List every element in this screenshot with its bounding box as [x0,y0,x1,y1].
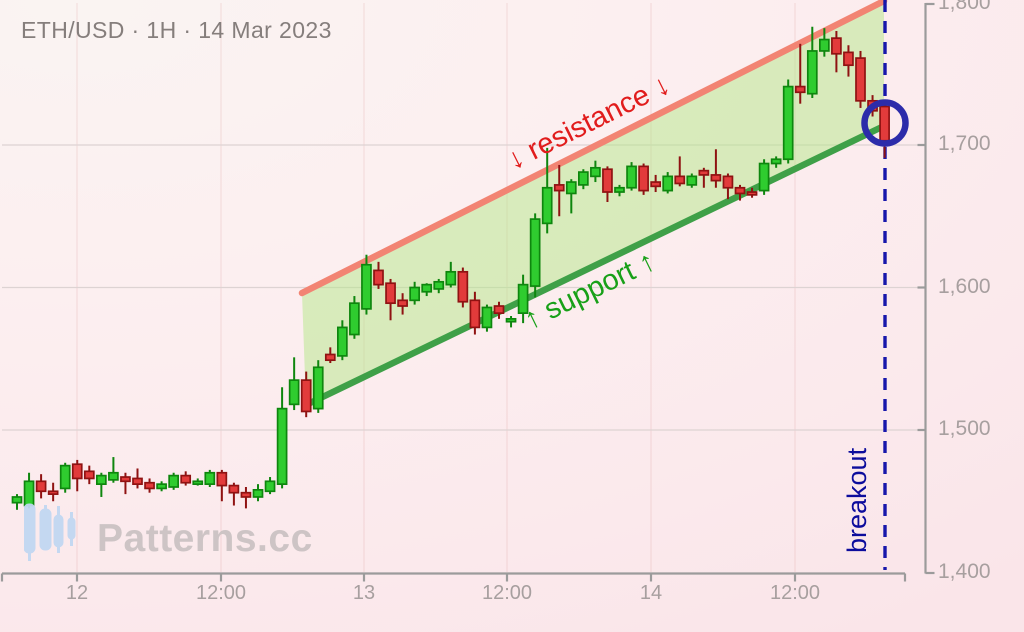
patterns-logo-icon [24,503,76,561]
candle-down [71,463,83,480]
candle-up [565,181,577,195]
x-tick-label: 12:00 [769,582,821,604]
candle-down [722,175,734,189]
candle-up [156,483,167,490]
candle-down [674,175,686,185]
y-tick-label: 1,400 [938,560,991,584]
candle-up [445,270,457,286]
candle-down [228,484,240,494]
candle-up [529,218,541,287]
breakout-circle [861,99,909,147]
candle-down [710,174,722,182]
candle-up [806,50,818,95]
y-tick-label: 1,500 [938,417,991,441]
candle-up [541,186,553,225]
candle-down [83,470,95,480]
x-tick-label: 14 [639,582,663,604]
candle-up [421,283,433,293]
candle-up [590,166,601,178]
candle-down [831,37,842,55]
candle-up [337,326,348,357]
candle-up [192,480,204,485]
candle-down [843,51,854,67]
candle-down [879,105,890,142]
candle-up [349,302,360,336]
candle-up [59,464,71,490]
candle-down [324,353,336,362]
candle-down [638,165,649,192]
candle-down [216,471,228,487]
x-tick-label: 12 [65,582,89,604]
watermark-text: Patterns.cc [97,517,313,560]
candle-up [614,186,625,193]
y-tick-label: 1,700 [938,132,991,156]
candle-up [264,480,276,493]
candle-down [469,299,481,329]
candle-up [11,496,23,504]
candle-down [794,85,806,94]
candle-down [120,476,131,483]
candle-up [312,366,324,410]
candle-up [577,171,589,186]
chart-title: ETH/USD · 1H · 14 Mar 2023 [21,17,332,43]
candle-up [505,318,517,323]
candle-up [433,280,445,290]
candle-up [95,474,107,486]
channel-fill [302,1,884,405]
candle-up [770,158,782,165]
x-tick-label: 13 [352,582,376,604]
candle-down [300,379,312,413]
candle-down [734,186,746,195]
candle-up [276,407,288,486]
x-tick-label: 12:00 [195,582,247,604]
candle-down [397,299,408,307]
candle-down [602,168,613,193]
watermark: Patterns.cc [24,501,313,565]
candle-up [818,38,830,52]
candle-up [361,263,372,310]
candle-down [35,480,47,493]
candle-up [204,471,216,485]
candle-up [409,286,420,302]
candle-down [180,474,192,484]
candle-down [855,57,866,102]
candle-up [168,474,179,488]
candle-down [132,477,143,486]
candle-down [385,282,396,305]
candle-up [626,165,637,189]
candle-down [373,269,384,286]
candle-down [144,481,155,490]
candle-up [108,471,119,481]
x-tick-label: 12:00 [481,582,533,604]
candle-down [746,191,758,196]
candle-up [517,283,529,314]
y-tick-label: 1,800 [938,0,991,15]
candle-up [686,175,698,186]
candle-down [240,491,252,498]
support-trendline [302,122,888,409]
candle-down [457,270,469,303]
candle-down [650,181,662,188]
candle-down [493,305,505,314]
candle-up [481,306,493,329]
candle-up [252,489,264,498]
candle-up [758,162,770,192]
candle-up [288,379,300,406]
candle-up [782,85,794,161]
resistance-trendline [298,0,888,297]
candle-up [662,175,674,192]
breakout-label: breakout [842,447,872,553]
y-tick-label: 1,600 [938,274,991,298]
candle-down [553,184,565,192]
candle-down [698,169,710,176]
candle-down [47,490,59,495]
